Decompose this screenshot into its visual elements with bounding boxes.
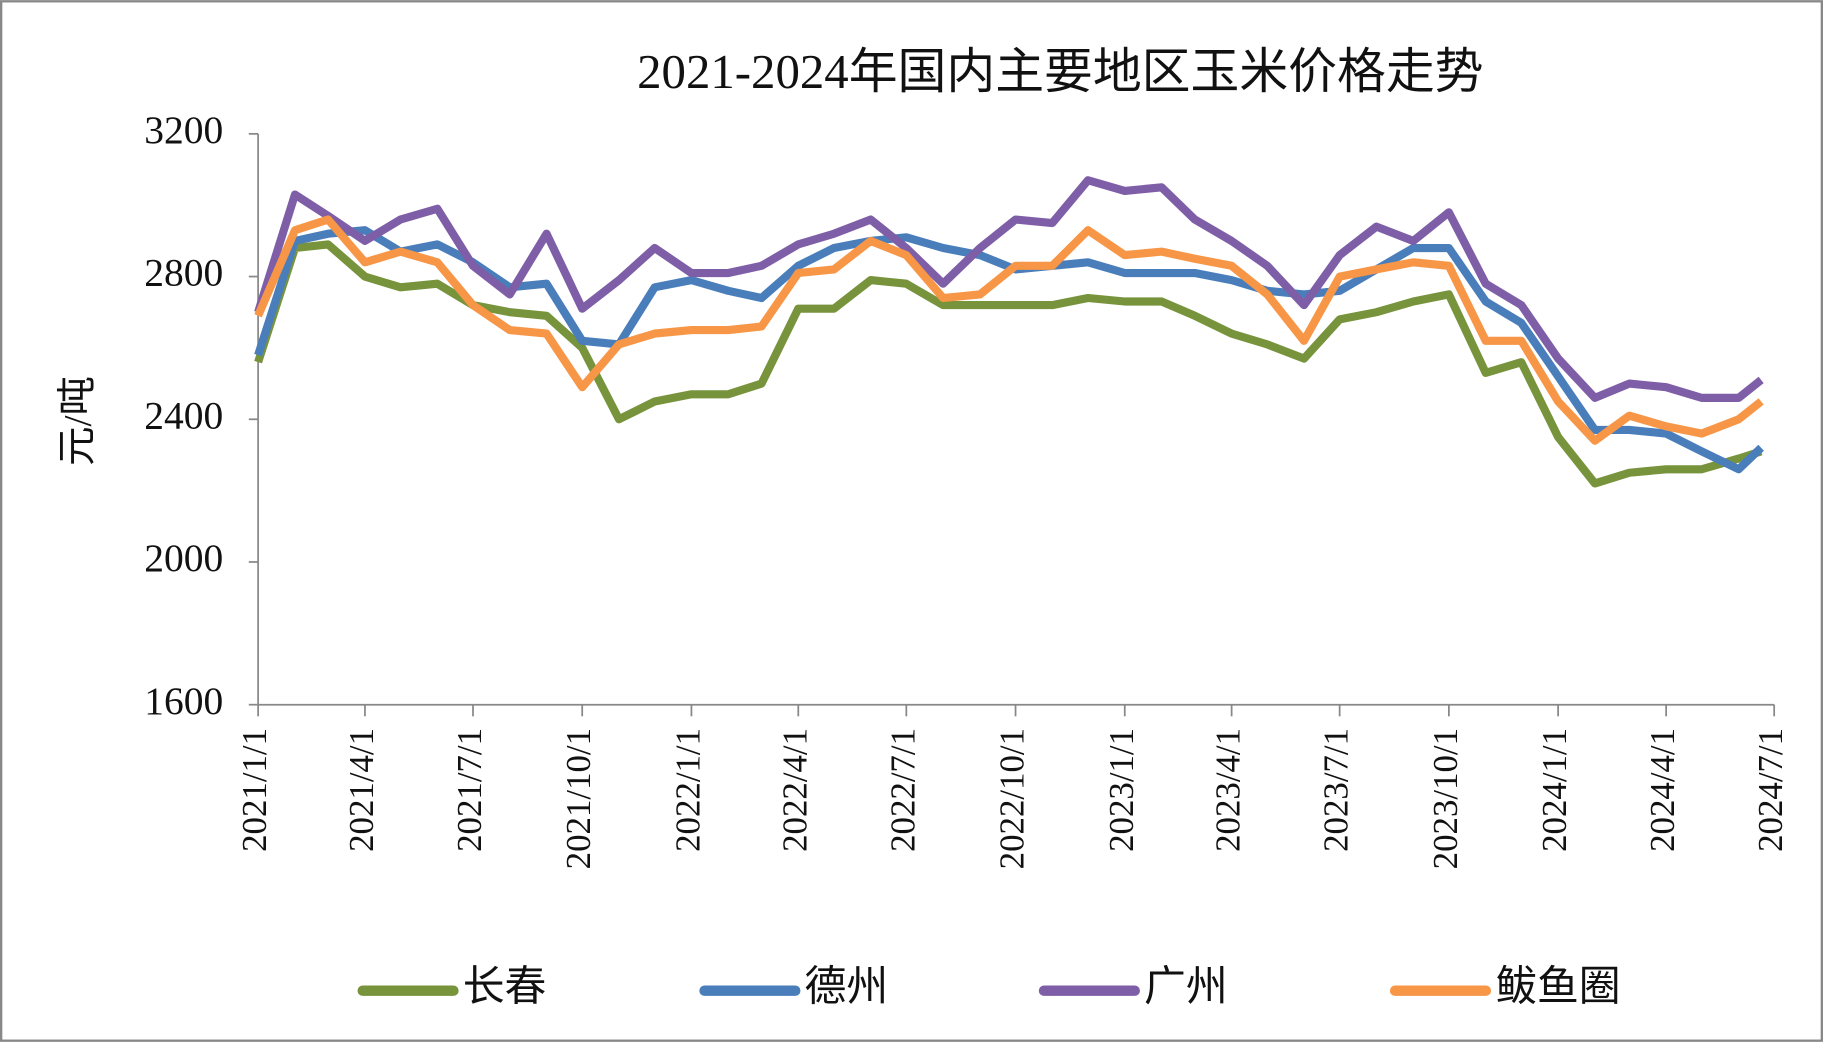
x-tick-label: 2023/4/1 xyxy=(1209,728,1248,852)
x-tick-label: 2024/4/1 xyxy=(1643,728,1682,852)
y-tick-label: 3200 xyxy=(144,108,223,152)
y-tick-label: 2800 xyxy=(144,251,223,295)
x-tick-label: 2023/7/1 xyxy=(1317,728,1356,852)
x-tick-label: 2021/4/1 xyxy=(342,728,381,852)
x-tick-label: 2022/7/1 xyxy=(883,728,922,852)
series-line xyxy=(254,215,1764,445)
y-tick-label: 2400 xyxy=(144,393,223,437)
x-tick-label: 2023/10/1 xyxy=(1426,728,1465,869)
y-tick-label: 1600 xyxy=(144,679,223,723)
legend-label: 德州 xyxy=(805,964,889,1010)
legend-label: 鲅鱼圈 xyxy=(1495,964,1621,1010)
x-tick-label: 2022/1/1 xyxy=(668,728,707,852)
y-tick-label: 2000 xyxy=(144,536,223,580)
x-tick-label: 2021/1/1 xyxy=(235,728,274,852)
x-tick-label: 2024/7/1 xyxy=(1751,728,1790,852)
legend-label: 长春 xyxy=(463,964,547,1010)
x-tick-label: 2022/4/1 xyxy=(775,728,814,852)
series-line xyxy=(254,176,1764,402)
x-tick-label: 2023/1/1 xyxy=(1102,728,1141,852)
x-tick-label: 2024/1/1 xyxy=(1535,728,1574,852)
y-axis-label: 元/吨 xyxy=(55,376,99,466)
x-tick-label: 2022/10/1 xyxy=(993,728,1032,869)
chart-title: 2021-2024年国内主要地区玉米价格走势 xyxy=(637,44,1483,99)
series-line xyxy=(254,240,1763,488)
x-tick-label: 2021/7/1 xyxy=(450,728,489,852)
x-tick-label: 2021/10/1 xyxy=(559,728,598,869)
legend-label: 广州 xyxy=(1144,964,1228,1010)
